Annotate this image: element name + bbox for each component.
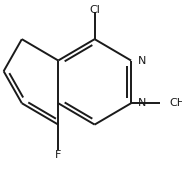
Text: N: N: [137, 56, 146, 66]
Text: CH₃: CH₃: [169, 98, 182, 108]
Text: N: N: [137, 98, 146, 108]
Text: F: F: [55, 150, 62, 160]
Text: Cl: Cl: [89, 5, 100, 15]
